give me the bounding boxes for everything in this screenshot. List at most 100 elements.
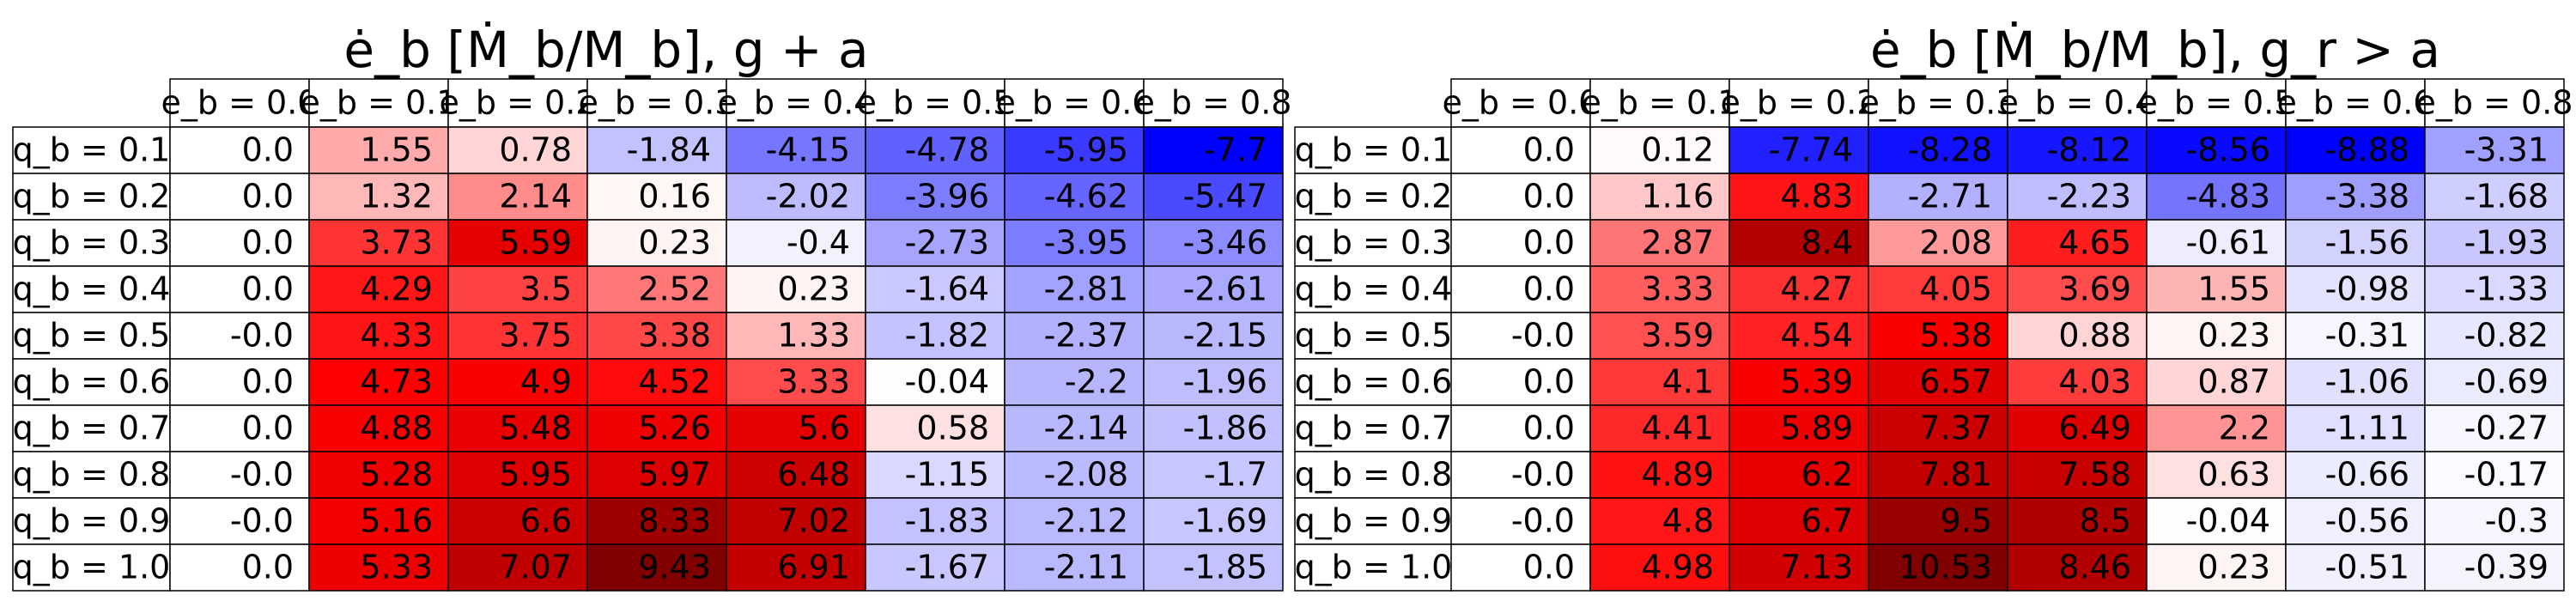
column-header-label: e_b = 0.1 bbox=[1582, 84, 1739, 122]
cell-value-label: -7.7 bbox=[1204, 131, 1267, 169]
row-header-label: q_b = 0.6 bbox=[1295, 363, 1453, 401]
cell-value-label: 7.81 bbox=[1919, 456, 1992, 494]
cell-value-label: 0.23 bbox=[2197, 549, 2270, 586]
cell-value-label: 1.55 bbox=[2197, 270, 2270, 308]
cell-value-label: 5.33 bbox=[360, 549, 433, 586]
column-header-cell bbox=[2007, 78, 2148, 128]
heatmap-cell bbox=[2146, 126, 2287, 174]
heatmap-cell bbox=[2007, 173, 2148, 221]
heatmap-cell bbox=[2007, 451, 2148, 499]
heatmap-cell bbox=[447, 404, 588, 452]
cell-value-label: 5.89 bbox=[1780, 410, 1853, 447]
cell-value-label: 7.02 bbox=[777, 502, 850, 540]
heatmap-cell bbox=[726, 312, 866, 360]
cell-value-label: 8.5 bbox=[2080, 502, 2131, 540]
heatmap-cell bbox=[726, 126, 866, 174]
cell-value-label: -1.82 bbox=[905, 317, 989, 355]
cell-value-label: -0.82 bbox=[2464, 317, 2549, 355]
heatmap-cell bbox=[865, 543, 1005, 592]
row-header-cell bbox=[1294, 497, 1453, 545]
cell-value-label: 0.0 bbox=[1523, 224, 1575, 262]
cell-value-label: 0.23 bbox=[638, 224, 711, 262]
row-header-cell bbox=[1294, 173, 1453, 221]
heatmap-cell bbox=[2007, 265, 2148, 313]
heatmap-cell bbox=[1450, 265, 1591, 313]
heatmap-cell bbox=[586, 543, 727, 592]
cell-value-label: 4.88 bbox=[360, 410, 433, 447]
row-header-cell bbox=[12, 219, 171, 267]
cell-value-label: 4.1 bbox=[1662, 363, 1714, 401]
column-header-cell bbox=[1868, 78, 2008, 128]
cell-value-label: 4.05 bbox=[1919, 270, 1992, 308]
heatmap-cell bbox=[2424, 219, 2565, 267]
cell-value-label: 5.28 bbox=[360, 456, 433, 494]
cell-value-label: -4.62 bbox=[1044, 178, 1128, 216]
cell-value-label: 2.52 bbox=[638, 270, 711, 308]
cell-value-label: 3.38 bbox=[638, 317, 711, 355]
cell-value-label: 0.23 bbox=[2197, 317, 2270, 355]
heatmap-cell bbox=[1589, 543, 1730, 592]
cell-value-label: -1.64 bbox=[905, 270, 989, 308]
column-header-cell bbox=[2424, 78, 2565, 128]
heatmap-cell bbox=[169, 451, 310, 499]
column-header-cell bbox=[447, 78, 588, 128]
cell-value-label: 4.8 bbox=[1662, 502, 1714, 540]
heatmap-cell bbox=[1004, 265, 1145, 313]
heatmap-cell bbox=[447, 173, 588, 221]
column-header-cell bbox=[2146, 78, 2287, 128]
heatmap-cell bbox=[586, 173, 727, 221]
heatmap-cell bbox=[2007, 358, 2148, 406]
cell-value-label: -2.15 bbox=[1183, 317, 1267, 355]
heatmap-cell bbox=[2424, 173, 2565, 221]
heatmap-cell bbox=[1868, 358, 2008, 406]
heatmap-cell bbox=[1868, 312, 2008, 360]
heatmap-cell bbox=[1004, 358, 1145, 406]
cell-value-label: -1.15 bbox=[905, 456, 989, 494]
cell-value-label: 8.33 bbox=[638, 502, 711, 540]
heatmap-cell bbox=[1143, 312, 1284, 360]
row-header-label: q_b = 0.3 bbox=[13, 224, 171, 262]
heatmap-cell bbox=[2146, 173, 2287, 221]
cell-value-label: 0.0 bbox=[1523, 178, 1575, 216]
cell-value-label: -2.11 bbox=[1044, 549, 1128, 586]
column-header-label: e_b = 0.2 bbox=[1721, 84, 1878, 122]
cell-value-label: 0.0 bbox=[242, 270, 294, 308]
row-header-label: q_b = 0.3 bbox=[1295, 224, 1453, 262]
cell-value-label: -4.83 bbox=[2186, 178, 2270, 216]
row-header-cell bbox=[1294, 543, 1453, 592]
chart-title: ė_b [Ṁ_b/M_b], g_r > a bbox=[1870, 21, 2440, 79]
cell-value-label: -0.04 bbox=[905, 363, 989, 401]
cell-value-label: -2.61 bbox=[1183, 270, 1267, 308]
heatmap-cell bbox=[2424, 312, 2565, 360]
heatmap-cell bbox=[169, 497, 310, 545]
cell-value-label: -0.3 bbox=[2485, 502, 2549, 540]
cell-value-label: -4.15 bbox=[766, 131, 850, 169]
heatmap-cell bbox=[586, 219, 727, 267]
cell-value-label: 7.37 bbox=[1919, 410, 1992, 447]
cell-value-label: 5.39 bbox=[1780, 363, 1853, 401]
heatmap-cell bbox=[1728, 451, 1869, 499]
cell-value-label: 1.55 bbox=[360, 131, 433, 169]
cell-value-label: -2.73 bbox=[905, 224, 989, 262]
column-header-cell bbox=[2285, 78, 2426, 128]
heatmap-cell bbox=[1589, 358, 1730, 406]
heatmap-cell bbox=[169, 358, 310, 406]
cell-value-label: 0.0 bbox=[242, 363, 294, 401]
cell-value-label: 0.87 bbox=[2197, 363, 2270, 401]
row-header-cell bbox=[1294, 312, 1453, 360]
heatmap-cell bbox=[2285, 312, 2426, 360]
heatmap-cell bbox=[865, 497, 1005, 545]
cell-value-label: -3.31 bbox=[2464, 131, 2549, 169]
row-header-label: q_b = 0.7 bbox=[13, 410, 171, 447]
column-header-label: e_b = 0.2 bbox=[440, 84, 597, 122]
heatmap-cell bbox=[1728, 358, 1869, 406]
cell-value-label: 4.27 bbox=[1780, 270, 1853, 308]
heatmap-cell bbox=[1143, 173, 1284, 221]
cell-value-label: -0.0 bbox=[1511, 502, 1575, 540]
cell-value-label: -1.69 bbox=[1183, 502, 1267, 540]
heatmap-cell bbox=[1728, 312, 1869, 360]
row-header-label: q_b = 0.5 bbox=[1295, 317, 1453, 355]
heatmap-cell bbox=[2007, 404, 2148, 452]
heatmap-cell bbox=[1004, 173, 1145, 221]
heatmap-cell bbox=[1868, 497, 2008, 545]
